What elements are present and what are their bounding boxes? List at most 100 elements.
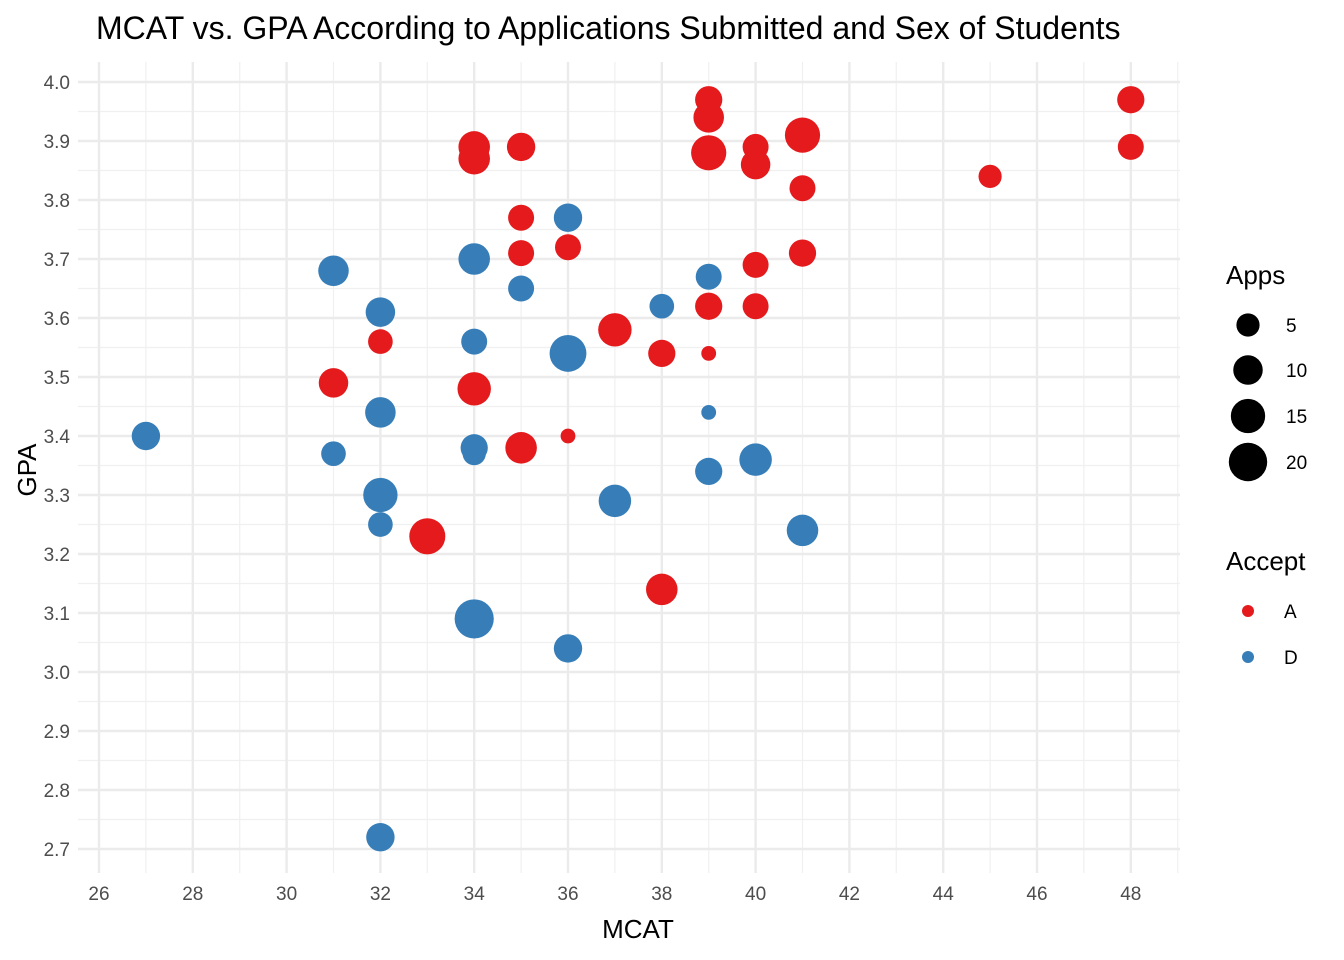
size-legend-key — [1230, 398, 1266, 434]
color-legend-title: Accept — [1226, 546, 1306, 576]
x-tick-label: 42 — [839, 884, 860, 905]
data-point-a — [648, 339, 676, 368]
color-legend-label: D — [1284, 648, 1298, 669]
data-point-d — [786, 514, 819, 547]
data-point-a — [788, 239, 817, 267]
data-point-a — [691, 135, 727, 171]
y-tick-label: 3.6 — [44, 309, 70, 330]
data-point-d — [458, 243, 490, 275]
data-points — [131, 86, 1145, 852]
y-tick-label: 3.5 — [44, 368, 70, 389]
data-point-d — [739, 443, 772, 476]
y-tick-label: 3.8 — [44, 191, 70, 212]
y-tick-label: 3.4 — [44, 427, 71, 448]
size-legend-key — [1228, 442, 1268, 482]
data-point-a — [508, 240, 535, 267]
size-legend-items: 5 10 15 20 — [1228, 313, 1307, 482]
y-tick-label: 3.2 — [44, 545, 70, 566]
data-point-d — [461, 328, 488, 355]
y-tick-label: 4.0 — [44, 73, 70, 94]
data-point-a — [318, 368, 349, 398]
data-point-a — [701, 346, 717, 361]
x-tick-label: 44 — [933, 884, 955, 905]
x-tick-label: 38 — [651, 884, 672, 905]
data-point-d — [553, 203, 583, 232]
x-axis-title: MCAT — [602, 914, 674, 944]
data-point-a — [598, 313, 632, 347]
data-point-d — [695, 263, 722, 290]
x-tick-label: 48 — [1120, 884, 1141, 905]
x-tick-label: 36 — [557, 884, 578, 905]
y-tick-label: 2.8 — [44, 781, 70, 802]
y-tick-label: 3.7 — [44, 250, 70, 271]
size-legend-label: 5 — [1286, 316, 1297, 337]
data-point-d — [131, 421, 161, 451]
data-point-a — [560, 428, 576, 444]
data-point-d — [366, 823, 395, 852]
data-point-a — [409, 518, 446, 555]
data-point-a — [784, 117, 821, 153]
data-point-a — [458, 142, 490, 175]
y-tick-label: 3.9 — [44, 132, 70, 153]
color-legend-key — [1242, 605, 1254, 617]
data-point-a — [1117, 133, 1144, 160]
axis-ticks: 26 28 30 32 34 36 38 40 42 44 46 48 2.7 2.8 2.9 3.0 3.1 3… — [44, 73, 1142, 905]
data-point-a — [505, 432, 537, 464]
data-point-d — [553, 634, 583, 663]
y-tick-label: 3.1 — [44, 604, 70, 625]
data-point-d — [701, 405, 717, 420]
size-legend-label: 20 — [1286, 453, 1307, 474]
y-tick-label: 2.9 — [44, 722, 70, 743]
data-point-a — [742, 251, 769, 278]
size-legend-key — [1236, 313, 1260, 337]
data-point-a — [742, 133, 769, 160]
y-tick-label: 3.3 — [44, 486, 70, 507]
data-point-d — [649, 293, 675, 319]
x-tick-label: 30 — [276, 884, 297, 905]
data-point-d — [318, 255, 349, 287]
color-legend-key — [1242, 651, 1254, 663]
grid-lines — [78, 62, 1180, 873]
data-point-d — [454, 599, 494, 639]
data-point-d — [321, 441, 346, 467]
size-legend-key — [1233, 355, 1263, 385]
size-legend-title: Apps — [1226, 260, 1285, 290]
data-point-d — [549, 334, 587, 372]
data-point-a — [978, 164, 1002, 189]
data-point-a — [508, 204, 535, 231]
size-legend-label: 15 — [1286, 407, 1307, 428]
data-point-d — [598, 484, 632, 518]
y-axis-title: GPA — [12, 443, 42, 497]
data-point-a — [742, 293, 769, 320]
data-point-a — [789, 175, 816, 202]
data-point-d — [365, 297, 396, 327]
data-point-a — [457, 372, 491, 406]
data-point-a — [1117, 86, 1145, 114]
data-point-d — [363, 477, 398, 513]
size-legend-label: 10 — [1286, 361, 1307, 382]
x-tick-label: 28 — [182, 884, 203, 905]
color-legend-items: AD — [1242, 602, 1298, 669]
x-tick-label: 34 — [464, 884, 486, 905]
data-point-a — [555, 234, 581, 261]
y-tick-label: 3.0 — [44, 663, 70, 684]
data-point-a — [368, 329, 393, 354]
x-tick-label: 26 — [88, 884, 109, 905]
chart-title: MCAT vs. GPA According to Applications S… — [96, 10, 1121, 46]
data-point-d — [695, 457, 723, 486]
data-point-d — [462, 442, 486, 466]
x-tick-label: 40 — [745, 884, 766, 905]
y-tick-label: 2.7 — [44, 840, 70, 861]
x-tick-label: 46 — [1026, 884, 1047, 905]
data-point-a — [695, 86, 723, 114]
data-point-a — [506, 132, 536, 162]
color-legend-label: A — [1284, 602, 1297, 623]
data-point-d — [368, 512, 393, 537]
x-tick-label: 32 — [370, 884, 391, 905]
data-point-d — [365, 397, 396, 428]
data-point-d — [508, 275, 535, 302]
data-point-a — [646, 573, 678, 606]
data-point-a — [695, 292, 723, 320]
